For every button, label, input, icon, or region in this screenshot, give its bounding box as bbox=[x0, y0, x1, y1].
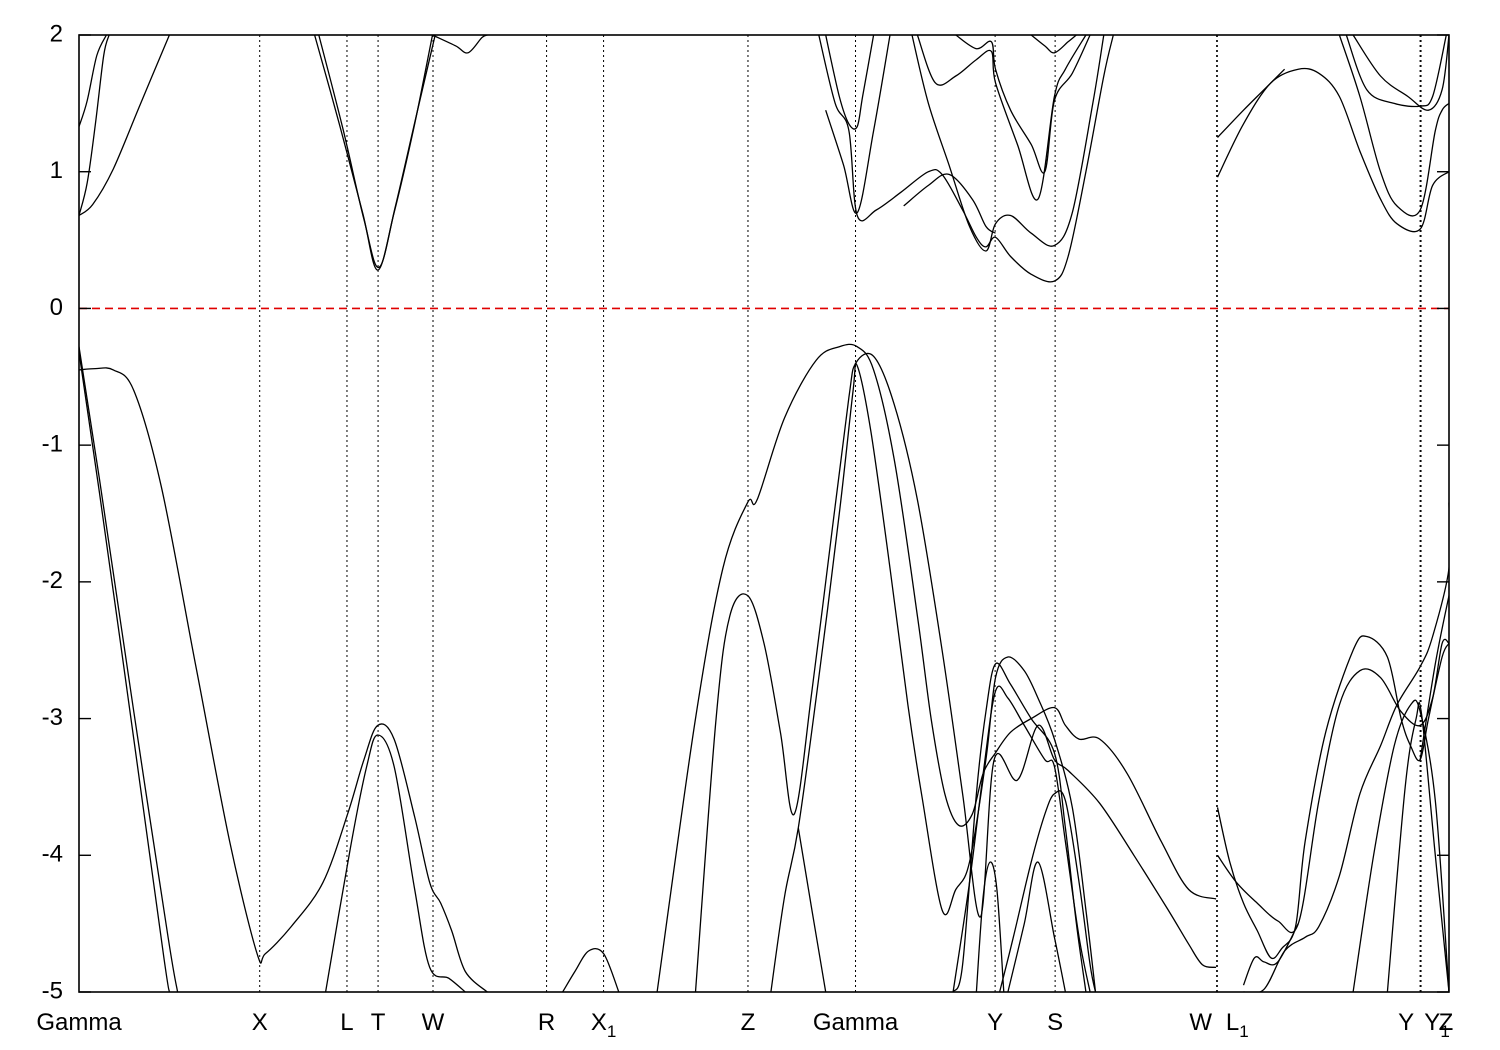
band-line bbox=[79, 35, 107, 127]
x-tick-label: X1 bbox=[591, 1009, 616, 1041]
x-tick-label: W bbox=[422, 1009, 445, 1036]
band-line bbox=[911, 35, 1105, 252]
band-line bbox=[1386, 701, 1449, 992]
band-line bbox=[825, 35, 875, 130]
band-line bbox=[694, 352, 1217, 992]
band-line bbox=[562, 948, 620, 992]
band-line bbox=[955, 35, 1091, 174]
y-tick-label: -1 bbox=[42, 430, 63, 457]
band-line bbox=[318, 35, 436, 269]
band-line bbox=[1216, 638, 1449, 934]
band-line bbox=[79, 35, 110, 216]
band-line bbox=[1419, 595, 1449, 760]
x-tick-label: L bbox=[340, 1009, 353, 1036]
y-tick-label: 0 bbox=[50, 294, 63, 321]
band-line bbox=[1216, 635, 1449, 960]
y-tick-label: 1 bbox=[50, 157, 63, 184]
y-tick-label: -3 bbox=[42, 704, 63, 731]
y-axis-ticks: -5 -4 -3 -2 -1 0 1 2 bbox=[42, 20, 1449, 1004]
x-tick-label: Y bbox=[987, 1009, 1003, 1036]
x-tick-label: Z bbox=[741, 1009, 756, 1036]
x-tick-label: Gamma bbox=[813, 1009, 899, 1036]
x-tick-label: X bbox=[252, 1009, 268, 1036]
band-line bbox=[1217, 68, 1286, 138]
band-line bbox=[1216, 67, 1449, 233]
band-line bbox=[432, 35, 488, 54]
plot-frame bbox=[78, 34, 1450, 993]
band-line bbox=[79, 352, 171, 992]
y-tick-label: -2 bbox=[42, 567, 63, 594]
band-line bbox=[1007, 861, 1067, 992]
x-tick-label: R bbox=[538, 1009, 555, 1036]
band-line bbox=[1243, 502, 1449, 992]
band-line bbox=[903, 173, 996, 234]
band-line bbox=[975, 861, 1005, 992]
band-line bbox=[916, 35, 1087, 201]
band-line bbox=[797, 827, 827, 992]
band-lines bbox=[79, 35, 1449, 992]
x-tick-label: Z bbox=[1439, 1009, 1454, 1036]
band-line bbox=[770, 362, 1097, 992]
y-tick-label: -4 bbox=[42, 841, 63, 868]
band-line bbox=[656, 343, 1217, 992]
band-line bbox=[79, 367, 488, 992]
band-line bbox=[1030, 35, 1077, 54]
band-line bbox=[818, 35, 1114, 283]
band-line bbox=[998, 790, 1097, 992]
x-tick-label: W bbox=[1189, 1009, 1212, 1036]
x-axis-labels: Gamma X L T W R X1 Z Gamma Y S W L1 Y Y1Z bbox=[36, 1009, 1453, 1041]
band-line bbox=[79, 35, 170, 217]
band-line bbox=[79, 346, 179, 992]
x-tick-label: S bbox=[1047, 1009, 1063, 1036]
x-tick-label: T bbox=[371, 1009, 386, 1036]
band-line bbox=[313, 35, 434, 271]
band-line bbox=[1352, 699, 1449, 992]
x-tick-label: Y bbox=[1398, 1009, 1414, 1036]
band-line bbox=[1352, 35, 1449, 111]
x-tick-label: Gamma bbox=[36, 1009, 122, 1036]
x-tick-label: L1 bbox=[1226, 1009, 1249, 1041]
y-tick-label: 2 bbox=[50, 20, 63, 47]
y-tick-label: -5 bbox=[42, 977, 63, 1004]
band-line bbox=[1345, 35, 1447, 108]
band-line bbox=[825, 35, 891, 214]
band-line bbox=[952, 685, 1091, 992]
band-line bbox=[324, 734, 466, 992]
band-line bbox=[1338, 35, 1449, 217]
high-symmetry-lines bbox=[259, 35, 1422, 992]
